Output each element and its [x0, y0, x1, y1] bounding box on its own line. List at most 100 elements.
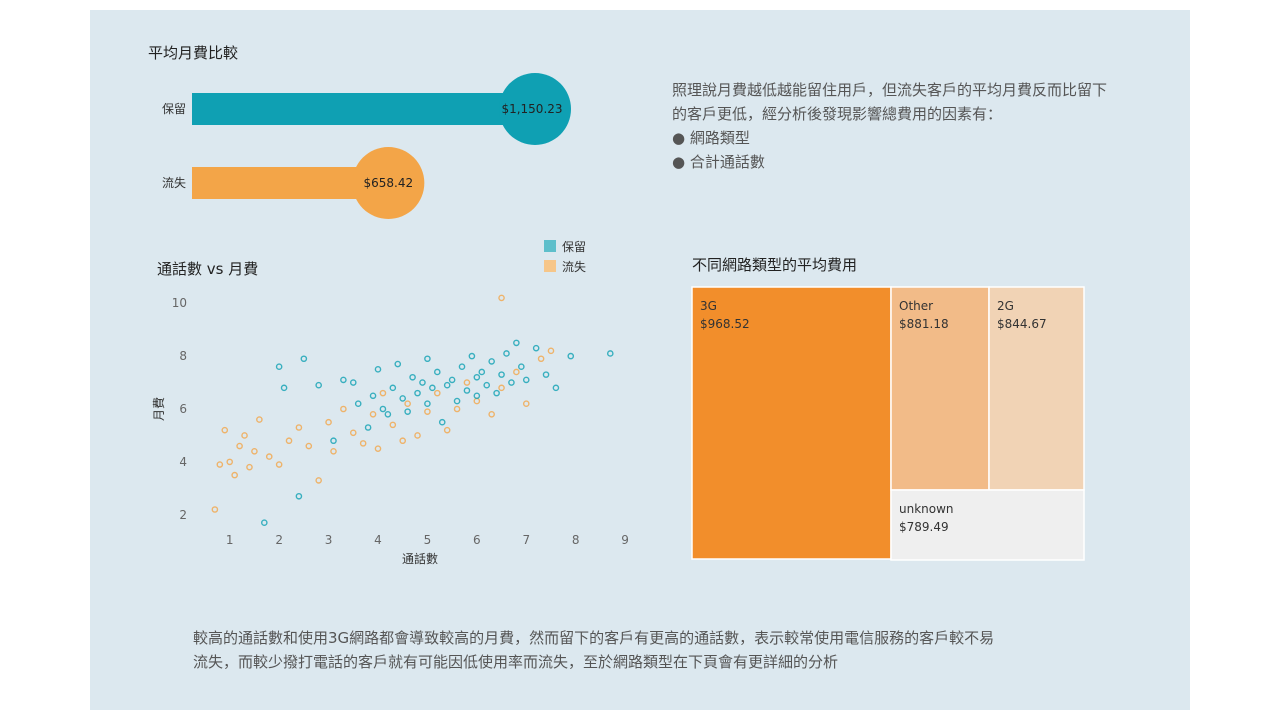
scatter-point-churn: [285, 437, 293, 445]
treemap-cell: [890, 286, 990, 491]
scatter-point-churn: [211, 506, 219, 513]
scatter-point-churn: [236, 442, 243, 450]
legend-swatch: [544, 240, 556, 252]
scatter-point-retain: [369, 392, 377, 400]
bar-category-label: 保留: [162, 102, 186, 116]
scatter-point-churn: [389, 421, 397, 429]
scatter-point-churn: [315, 477, 322, 484]
scatter-point-retain: [473, 373, 481, 381]
x-tick-label: 5: [424, 533, 432, 547]
scatter-point-retain: [503, 350, 510, 357]
scatter-point-churn: [522, 400, 530, 408]
treemap-value: $789.49: [899, 520, 949, 534]
scatter-point-retain: [448, 376, 456, 384]
scatter-point-churn: [547, 347, 555, 355]
scatter-point-churn: [498, 294, 505, 302]
scatter-point-retain: [379, 405, 387, 413]
scatter-point-churn: [226, 458, 234, 466]
scatter-point-retain: [295, 492, 303, 500]
scatter-point-churn: [216, 461, 224, 468]
scatter-point-churn: [330, 448, 337, 455]
scatter-point-retain: [522, 376, 530, 384]
scatter-point-churn: [537, 355, 545, 363]
treemap-value: $968.52: [700, 317, 750, 331]
x-tick-label: 4: [374, 533, 382, 547]
legend-label: 保留: [562, 240, 586, 254]
legend-label: 流失: [562, 259, 586, 274]
scatter-point-churn: [488, 410, 495, 418]
scatter-point-retain: [473, 392, 481, 400]
treemap-label: 3G: [700, 299, 717, 313]
bar-head: [499, 73, 571, 145]
bar-category-label: 流失: [162, 175, 186, 190]
scatter-point-churn: [374, 445, 382, 452]
y-tick-label: 6: [179, 402, 187, 416]
scatter-point-retain: [438, 418, 446, 426]
scatter-point-retain: [518, 363, 525, 370]
scatter-point-churn: [295, 424, 303, 431]
scatter-point-retain: [508, 379, 515, 386]
note-line-2: 的客戶更低，經分析後發現影響總費用的因素有：: [672, 105, 1003, 123]
y-tick-label: 8: [179, 349, 187, 363]
scatter-point-retain: [606, 350, 614, 357]
treemap-label: unknown: [899, 502, 954, 516]
scatter-point-retain: [552, 384, 560, 392]
scatter-point-churn: [349, 429, 357, 437]
scatter-point-churn: [221, 426, 229, 434]
x-tick-label: 6: [473, 533, 481, 547]
scatter-point-churn: [359, 440, 367, 447]
scatter-point-churn: [305, 442, 313, 450]
treemap-value: $881.18: [899, 317, 949, 331]
bar-head: [352, 147, 425, 219]
scatter-point-churn: [414, 432, 421, 439]
scatter-point-churn: [404, 400, 411, 408]
scatter-point-churn: [473, 397, 481, 405]
x-tick-label: 8: [572, 533, 580, 547]
scatter-point-retain: [567, 352, 575, 360]
scatter-point-retain: [498, 371, 505, 378]
scatter-point-retain: [374, 366, 382, 373]
treemap-label: 2G: [997, 299, 1014, 313]
scatter-point-retain: [443, 381, 451, 389]
scatter-point-churn: [241, 432, 248, 439]
bar-value-label: $658.42: [364, 176, 414, 190]
treemap-label: Other: [899, 299, 933, 313]
treemap-cell: [988, 286, 1085, 491]
x-tick-label: 1: [226, 533, 234, 547]
scatter-point-retain: [513, 339, 520, 347]
scatter-point-churn: [433, 389, 441, 397]
scatter-title: 通話數 vs 月費: [157, 260, 259, 278]
scatter-point-retain: [478, 368, 486, 376]
bar-chart-title: 平均月費比較: [148, 44, 239, 62]
treemap-chart: 3G $968.52 Other $881.18 2G $844.67 unknown $78…: [691, 286, 1085, 561]
treemap-title: 不同網路類型的平均費用: [692, 256, 858, 274]
treemap-cell: [691, 286, 892, 560]
scatter-point-retain: [384, 410, 392, 418]
scatter-point-retain: [394, 360, 402, 368]
scatter-point-retain: [404, 408, 411, 415]
scatter-point-retain: [493, 389, 500, 397]
scatter-point-churn: [246, 463, 253, 471]
scatter-point-retain: [275, 363, 283, 370]
scatter-point-churn: [265, 453, 273, 460]
scatter-point-retain: [409, 373, 416, 381]
scatter-point-retain: [483, 381, 491, 389]
scatter-point-retain: [424, 355, 431, 363]
scatter-point-retain: [458, 363, 466, 370]
x-axis-label: 通話數: [402, 551, 438, 566]
x-tick-label: 9: [621, 533, 629, 547]
scatter-point-retain: [542, 371, 550, 378]
bar-value-label: $1,150.23: [501, 102, 562, 116]
x-tick-label: 7: [522, 533, 530, 547]
scatter-point-retain: [300, 355, 308, 363]
scatter-point-retain: [532, 344, 540, 352]
scatter-point-retain: [429, 384, 436, 392]
scatter-point-retain: [280, 384, 288, 392]
note-bullet-2: ● 合計通話數: [672, 153, 765, 171]
scatter-point-retain: [389, 384, 397, 392]
scatter-point-retain: [488, 358, 495, 365]
lollipop-chart: 保留 $1,150.23 流失 $658.42: [162, 73, 571, 219]
scatter-point-retain: [468, 352, 476, 360]
scatter-point-retain: [261, 519, 268, 527]
